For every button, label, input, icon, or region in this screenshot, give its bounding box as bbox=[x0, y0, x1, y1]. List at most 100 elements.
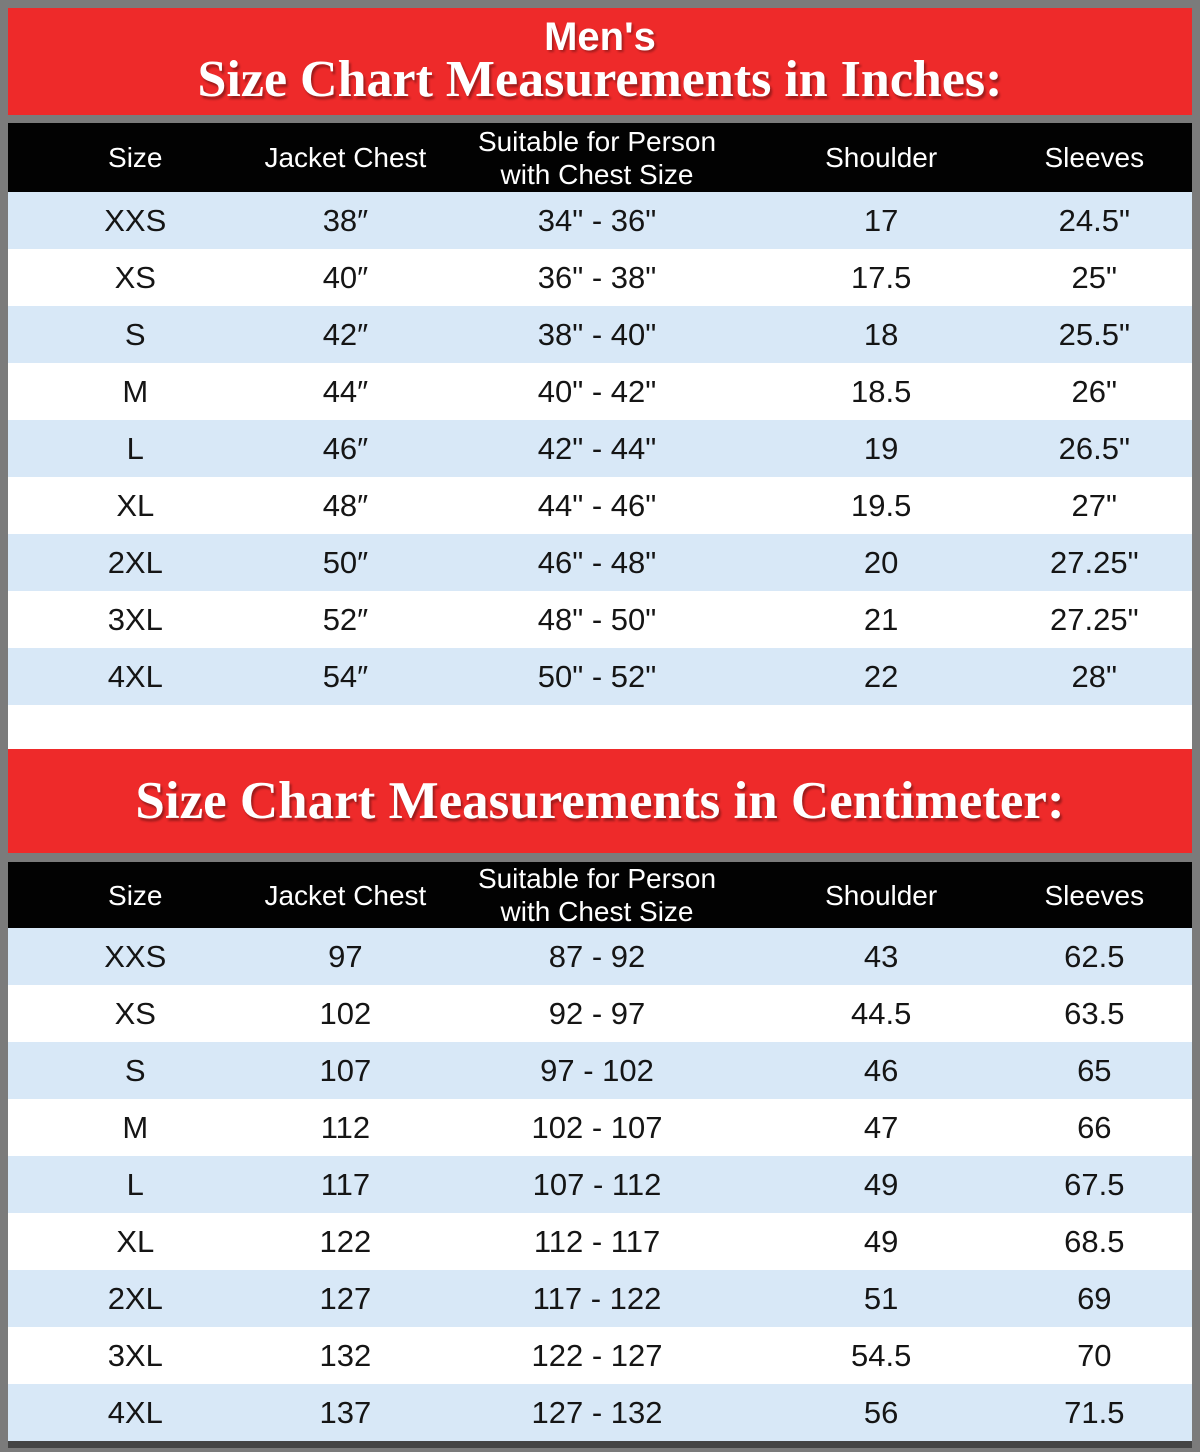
table-cell: 19 bbox=[863, 430, 899, 466]
table-cell: 20 bbox=[863, 544, 899, 580]
table-cell: 97 bbox=[328, 938, 363, 974]
table-row: 4XL 54″ 50" - 52" 22 28" bbox=[8, 648, 1192, 705]
table-cell: 26" bbox=[1071, 373, 1118, 409]
table-row: 3XL 52″ 48" - 50" 21 27.25" bbox=[8, 591, 1192, 648]
table-cell: XXS bbox=[104, 202, 167, 238]
table-cell: 27.25" bbox=[1050, 601, 1139, 637]
table-cell: 27.25" bbox=[1050, 544, 1139, 580]
table-row: XS 102 92 - 97 44.5 63.5 bbox=[8, 985, 1192, 1042]
table-cell: 48″ bbox=[322, 487, 369, 523]
inches-table-block: Size Jacket Chest Suitable for Person wi… bbox=[8, 123, 1192, 749]
col-header-jacket-chest: Jacket Chest bbox=[264, 142, 427, 173]
table-cell: 24.5" bbox=[1058, 202, 1130, 238]
table-row: 3XL 132 122 - 127 54.5 70 bbox=[8, 1327, 1192, 1384]
table-cell: 63.5 bbox=[1064, 995, 1125, 1031]
table-cell: 127 bbox=[319, 1280, 372, 1316]
table-row: 2XL 127 117 - 122 51 69 bbox=[8, 1270, 1192, 1327]
table-cell: 26.5" bbox=[1058, 430, 1130, 466]
table-cell: 117 bbox=[320, 1166, 371, 1202]
col-header-chest-range: Suitable for Person with Chest Size bbox=[477, 863, 717, 927]
bottom-border-bar bbox=[8, 1441, 1192, 1448]
table-cell: 38″ bbox=[322, 202, 369, 238]
table-cell: 102 - 107 bbox=[531, 1109, 663, 1145]
table-cell: 87 - 92 bbox=[548, 938, 646, 974]
table-cell: 25.5" bbox=[1058, 316, 1130, 352]
inches-table-header: Size Jacket Chest Suitable for Person wi… bbox=[8, 123, 1192, 192]
table-cell: 54″ bbox=[322, 658, 369, 694]
table-cell: 42″ bbox=[322, 316, 369, 352]
table-cell: 42" - 44" bbox=[537, 430, 657, 466]
table-row: XXS 38″ 34" - 36" 17 24.5" bbox=[8, 192, 1192, 249]
table-cell: 107 bbox=[319, 1052, 372, 1088]
table-cell: 122 - 127 bbox=[531, 1337, 663, 1373]
table-row: M 112 102 - 107 47 66 bbox=[8, 1099, 1192, 1156]
table-cell: 25" bbox=[1071, 259, 1118, 295]
col-header-sleeves: Sleeves bbox=[1044, 879, 1145, 911]
cm-table-body: XXS 97 87 - 92 43 62.5 XS 102 92 - 97 44.5 63.5 S 1… bbox=[8, 928, 1192, 1441]
table-cell: 46" - 48" bbox=[537, 544, 657, 580]
table-cell: XXS bbox=[104, 938, 167, 974]
table-footer-strip bbox=[8, 705, 1192, 741]
col-header-size: Size bbox=[108, 142, 163, 173]
header-row: Size Jacket Chest Suitable for Person wi… bbox=[8, 123, 1192, 192]
table-cell: 62.5 bbox=[1064, 938, 1125, 974]
table-cell: 54.5 bbox=[851, 1337, 912, 1373]
inches-banner-title: Size Chart Measurements in Inches: bbox=[197, 51, 1003, 108]
table-cell: 36" - 38" bbox=[537, 259, 657, 295]
table-cell: 122 bbox=[319, 1223, 372, 1259]
table-row: M 44″ 40" - 42" 18.5 26" bbox=[8, 363, 1192, 420]
col-header-jacket-chest: Jacket Chest bbox=[264, 879, 427, 911]
table-cell: 19.5 bbox=[851, 487, 912, 523]
table-cell: 71.5 bbox=[1064, 1394, 1125, 1430]
header-row: Size Jacket Chest Suitable for Person wi… bbox=[8, 862, 1192, 928]
table-cell: 67.5 bbox=[1064, 1166, 1125, 1202]
col-header-size: Size bbox=[108, 879, 163, 911]
table-row: S 42″ 38" - 40" 18 25.5" bbox=[8, 306, 1192, 363]
table-cell: 4XL bbox=[107, 1394, 163, 1430]
col-header-sleeves: Sleeves bbox=[1044, 142, 1145, 173]
table-cell: 3XL bbox=[107, 601, 163, 637]
table-cell: M bbox=[122, 373, 149, 409]
col-header-chest-range: Suitable for Person with Chest Size bbox=[477, 125, 717, 190]
table-cell: 40" - 42" bbox=[537, 373, 657, 409]
table-cell: 127 - 132 bbox=[531, 1394, 663, 1430]
table-cell: 112 - 117 bbox=[533, 1223, 661, 1259]
table-cell: 44.5 bbox=[851, 995, 912, 1031]
table-cell: XS bbox=[114, 995, 156, 1031]
table-cell: 49 bbox=[863, 1223, 899, 1259]
table-row: XL 48″ 44" - 46" 19.5 27" bbox=[8, 477, 1192, 534]
table-cell: 50″ bbox=[322, 544, 369, 580]
table-cell: 2XL bbox=[107, 1280, 163, 1316]
table-row: L 117 107 - 112 49 67.5 bbox=[8, 1156, 1192, 1213]
table-cell: 4XL bbox=[107, 658, 163, 694]
inches-banner: Men's Size Chart Measurements in Inches: bbox=[8, 8, 1192, 115]
table-cell: 17.5 bbox=[851, 259, 912, 295]
inches-table: Size Jacket Chest Suitable for Person wi… bbox=[8, 123, 1192, 705]
table-cell: 117 - 122 bbox=[532, 1280, 662, 1316]
table-cell: 46″ bbox=[322, 430, 369, 466]
table-cell: 46 bbox=[863, 1052, 899, 1088]
table-cell: 21 bbox=[863, 601, 899, 637]
table-row: XXS 97 87 - 92 43 62.5 bbox=[8, 928, 1192, 985]
cm-banner-title: Size Chart Measurements in Centimeter: bbox=[135, 772, 1065, 830]
table-cell: L bbox=[126, 1166, 144, 1202]
table-cell: 65 bbox=[1077, 1052, 1112, 1088]
table-cell: 22 bbox=[863, 658, 899, 694]
cm-table-header: Size Jacket Chest Suitable for Person wi… bbox=[8, 862, 1192, 928]
table-cell: 51 bbox=[863, 1280, 899, 1316]
table-cell: 69 bbox=[1077, 1280, 1112, 1316]
table-cell: 38" - 40" bbox=[537, 316, 657, 352]
table-cell: 102 bbox=[319, 995, 372, 1031]
table-cell: 112 bbox=[320, 1109, 371, 1145]
table-cell: 107 - 112 bbox=[532, 1166, 662, 1202]
table-row: 2XL 50″ 46" - 48" 20 27.25" bbox=[8, 534, 1192, 591]
table-cell: M bbox=[122, 1109, 149, 1145]
table-cell: 3XL bbox=[107, 1337, 163, 1373]
col-header-shoulder: Shoulder bbox=[825, 142, 938, 173]
table-cell: 47 bbox=[863, 1109, 899, 1145]
table-cell: 2XL bbox=[107, 544, 163, 580]
table-cell: 137 bbox=[319, 1394, 372, 1430]
table-row: XS 40″ 36" - 38" 17.5 25" bbox=[8, 249, 1192, 306]
table-cell: 43 bbox=[863, 938, 899, 974]
table-cell: 97 - 102 bbox=[540, 1052, 654, 1088]
